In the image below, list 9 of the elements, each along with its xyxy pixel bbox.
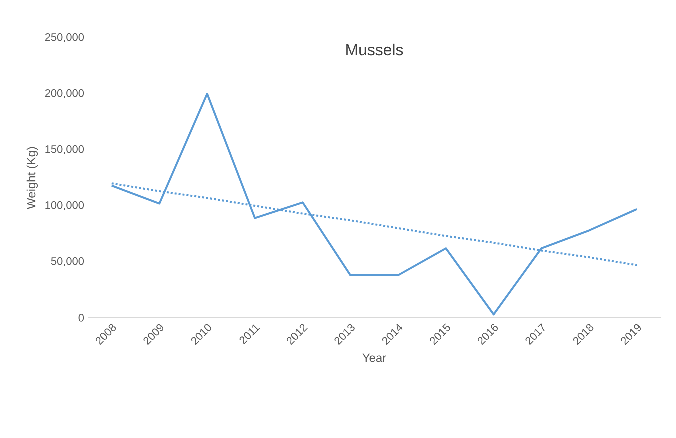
y-tick-label: 50,000: [51, 257, 84, 267]
x-axis-title: Year: [362, 354, 386, 362]
y-tick-label: 200,000: [45, 89, 84, 99]
y-tick-label: 150,000: [46, 145, 84, 155]
y-tick-label: 0: [78, 314, 84, 322]
y-tick-label: 100,000: [46, 201, 84, 211]
y-axis-title: Weight (Kg): [26, 147, 38, 210]
chart-title: Mussels: [346, 44, 404, 56]
y-tick-label: 250,000: [45, 33, 84, 43]
